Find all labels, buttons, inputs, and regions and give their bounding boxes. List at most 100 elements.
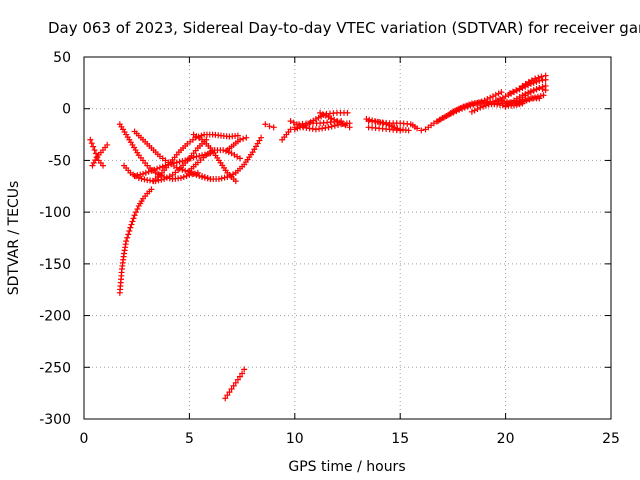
data-point (230, 382, 237, 389)
y-tick-labels: -300 -250 -200 -150 -100 -50 0 50 (39, 50, 71, 428)
data-point (377, 119, 384, 126)
data-point (148, 167, 155, 174)
data-point (236, 155, 243, 162)
data-point (294, 125, 301, 132)
data-point (312, 116, 319, 123)
y-tick-label: -150 (39, 257, 71, 273)
x-axis-title: GPS time / hours (288, 459, 405, 475)
data-point (193, 171, 200, 178)
data-point (159, 163, 166, 170)
data-point (152, 169, 159, 176)
data-point (333, 118, 340, 125)
data-point (499, 94, 506, 101)
data-point (482, 102, 489, 109)
data-point (199, 172, 206, 179)
data-point (236, 136, 243, 143)
data-point (414, 125, 421, 132)
data-point (498, 89, 505, 96)
data-point (502, 93, 509, 100)
data-point (480, 103, 487, 110)
data-point (477, 104, 484, 111)
data-point (131, 212, 138, 219)
y-tick-label: 50 (53, 50, 71, 66)
data-point (91, 147, 98, 154)
data-point (156, 164, 163, 171)
series-arc-o (279, 124, 298, 143)
data-point (190, 154, 197, 161)
data-point (536, 95, 543, 102)
data-point (154, 165, 161, 172)
data-point (344, 109, 351, 116)
data-point (163, 174, 170, 181)
data-point (539, 86, 546, 93)
data-point (180, 173, 187, 180)
data-point (532, 94, 539, 101)
series-arc-ae (506, 75, 539, 97)
data-point (215, 176, 222, 183)
data-point (342, 122, 349, 129)
data-point (542, 72, 549, 79)
data-point (383, 121, 390, 128)
data-point (241, 366, 248, 373)
data-point (525, 96, 532, 103)
series-arc-m (222, 366, 248, 402)
data-point (270, 124, 277, 131)
chart-title: Day 063 of 2023, Sidereal Day-to-day VTE… (48, 19, 640, 37)
data-point (176, 158, 183, 165)
data-point (542, 87, 549, 94)
data-point (315, 114, 322, 121)
data-point (366, 116, 373, 123)
data-point (339, 120, 346, 127)
data-point (371, 118, 378, 125)
data-point (380, 120, 387, 127)
data-point (516, 85, 523, 92)
data-point (124, 234, 131, 241)
data-point (155, 177, 162, 184)
data-point (331, 116, 338, 123)
data-point (228, 386, 235, 393)
data-point (532, 75, 539, 82)
data-point (127, 224, 134, 231)
data-point (336, 119, 343, 126)
data-point (232, 178, 239, 185)
data-point (363, 116, 370, 123)
data-point (536, 85, 543, 92)
data-point (99, 162, 106, 169)
data-point (496, 96, 503, 103)
data-point (234, 376, 241, 383)
data-point (126, 228, 133, 235)
data-point (464, 102, 471, 109)
data-point (297, 124, 304, 131)
data-point (224, 173, 231, 180)
data-point (179, 166, 186, 173)
data-point (151, 166, 158, 173)
y-tick-label: -50 (48, 153, 71, 169)
data-point (535, 74, 542, 81)
data-point (461, 103, 468, 110)
series-arc-k (199, 134, 265, 183)
data-point (388, 123, 395, 130)
data-point (132, 209, 139, 216)
y-tick-label: -200 (39, 309, 71, 325)
data-point (129, 218, 136, 225)
data-point (141, 176, 148, 183)
data-point (405, 127, 412, 134)
data-points (87, 72, 549, 402)
data-point (89, 162, 96, 169)
data-point (492, 91, 499, 98)
data-point (201, 173, 208, 180)
x-tick-label: 20 (497, 431, 515, 447)
y-tick-label: -100 (39, 205, 71, 221)
x-tick-label: 10 (286, 431, 304, 447)
data-point (519, 83, 526, 90)
data-point (509, 88, 516, 95)
data-point (224, 392, 231, 399)
data-point (204, 175, 211, 182)
data-point (137, 171, 144, 178)
data-point (453, 107, 460, 114)
data-point (325, 113, 332, 120)
series-arc-j (190, 131, 239, 185)
data-point (130, 215, 137, 222)
data-point (266, 123, 273, 130)
